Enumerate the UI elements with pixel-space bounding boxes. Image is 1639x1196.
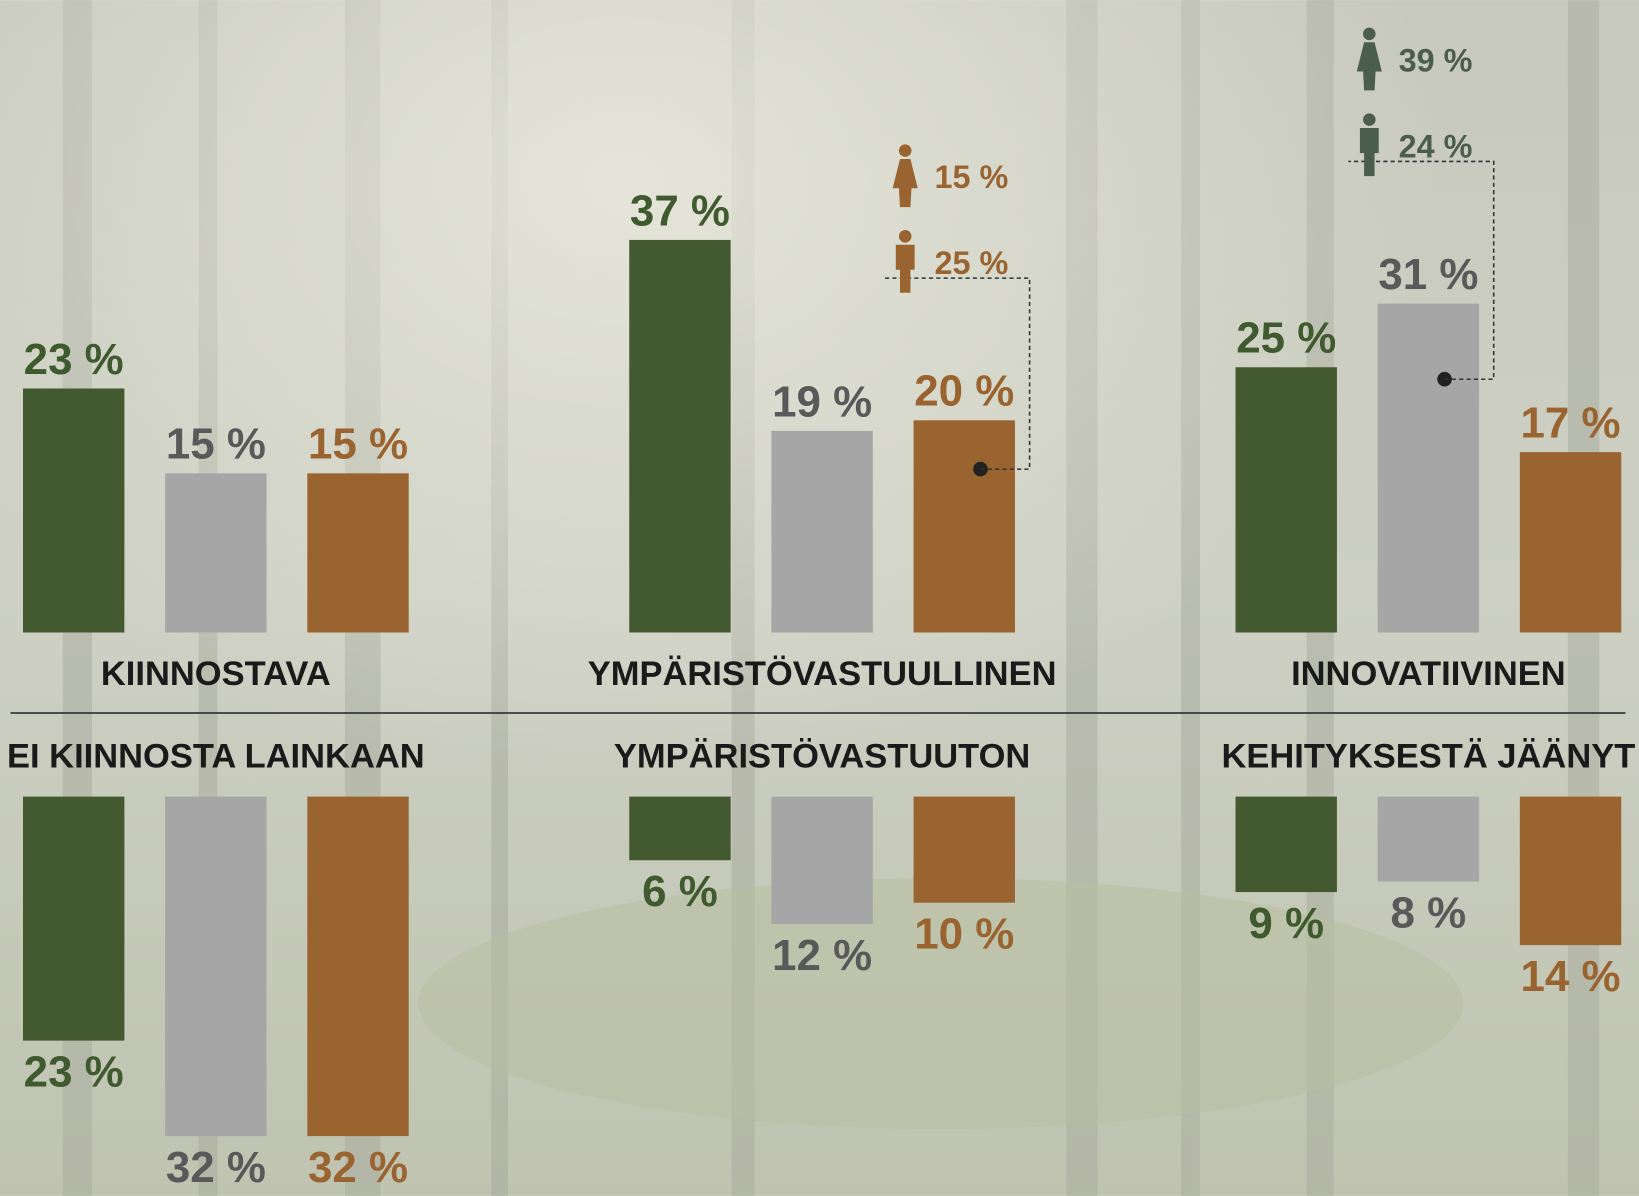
leader-line (884, 277, 1031, 470)
female-label: 15 % (934, 159, 1008, 195)
icon-head (898, 144, 912, 157)
bar (165, 473, 267, 633)
bar (1519, 452, 1622, 633)
value-label: 20 % (914, 367, 1014, 416)
female-icon (892, 144, 918, 208)
value-label: 32 % (308, 1143, 408, 1192)
bar (1377, 796, 1480, 882)
value-label: 15 % (308, 420, 408, 469)
panel-title: YMPÄRISTÖVASTUULLINEN (588, 654, 1057, 693)
value-label: 12 % (772, 931, 872, 980)
value-label: 8 % (1391, 888, 1467, 937)
bar (307, 473, 409, 633)
bar (1519, 796, 1622, 946)
bar (22, 796, 125, 1041)
value-label: 14 % (1521, 952, 1621, 1001)
panel-title: EI KIINNOSTA LAINKAAN (7, 737, 425, 775)
panel-title: YMPÄRISTÖVASTUUTON (614, 736, 1030, 775)
icon-body (1356, 42, 1382, 91)
panel-title: KIINNOSTAVA (101, 655, 331, 693)
bar (629, 239, 731, 633)
value-label: 19 % (772, 377, 872, 426)
male-label: 24 % (1399, 128, 1473, 164)
value-label: 15 % (166, 420, 266, 469)
value-label: 9 % (1248, 899, 1324, 948)
bar (165, 796, 267, 1137)
bar (913, 796, 1015, 903)
male-label: 25 % (934, 245, 1008, 281)
value-label: 31 % (1378, 250, 1478, 299)
panel-title: KEHITYKSESTÄ JÄÄNYT (1221, 737, 1635, 775)
bar (22, 388, 125, 633)
female-label: 39 % (1399, 43, 1473, 79)
bar (913, 420, 1015, 633)
bar (771, 430, 873, 633)
bar (1377, 303, 1480, 633)
male-icon (1359, 113, 1379, 177)
value-label: 25 % (1236, 314, 1336, 363)
value-label: 32 % (166, 1143, 266, 1192)
icon-body (1359, 127, 1379, 177)
bar (307, 796, 409, 1137)
male-icon (895, 230, 915, 293)
value-label: 17 % (1521, 398, 1621, 447)
value-label: 37 % (630, 186, 730, 235)
female-icon (1356, 27, 1382, 91)
value-label: 6 % (642, 867, 718, 916)
value-label: 23 % (24, 1048, 124, 1097)
value-label: 10 % (914, 910, 1014, 959)
bar (1235, 796, 1337, 893)
bar (629, 796, 731, 861)
bar (771, 796, 873, 924)
icon-body (895, 244, 915, 293)
icon-head (1363, 27, 1376, 41)
leader-line (1348, 160, 1495, 381)
icon-head (898, 230, 912, 243)
value-label: 23 % (24, 335, 124, 384)
bar (1235, 367, 1337, 633)
panel-title: INNOVATIIVINEN (1291, 655, 1566, 693)
icon-head (1363, 113, 1376, 126)
icon-body (892, 158, 918, 208)
